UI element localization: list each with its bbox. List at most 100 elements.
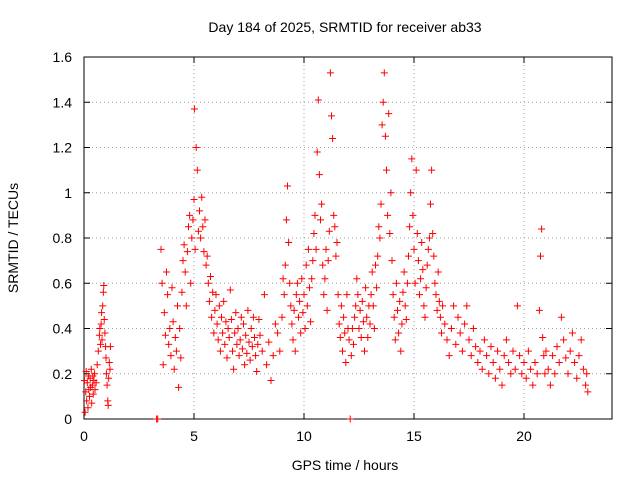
data-point	[419, 266, 427, 274]
data-point	[337, 302, 345, 310]
data-point	[458, 347, 466, 355]
data-point	[218, 313, 225, 321]
data-point	[431, 279, 439, 287]
data-point	[339, 347, 346, 355]
data-point	[551, 370, 559, 378]
data-point	[192, 144, 200, 151]
data-point	[408, 155, 416, 163]
data-point	[86, 392, 93, 400]
data-point	[216, 347, 224, 355]
data-point	[509, 347, 517, 355]
data-point	[571, 358, 579, 366]
data-point	[425, 234, 433, 242]
data-point	[369, 302, 377, 310]
data-point	[325, 227, 333, 235]
y-tick-label: 1.4	[53, 94, 73, 110]
data-point	[99, 288, 107, 296]
data-point	[330, 211, 338, 219]
y-tick-label: 1.6	[53, 49, 73, 65]
data-point	[537, 252, 544, 260]
data-point	[295, 313, 302, 321]
data-point	[165, 340, 173, 348]
data-point	[398, 320, 406, 328]
data-point	[190, 196, 198, 204]
data-point	[542, 347, 550, 355]
data-point	[381, 132, 389, 140]
data-point	[535, 306, 543, 314]
data-point	[240, 320, 247, 328]
data-point	[104, 401, 112, 409]
y-tick-label: 1.2	[53, 140, 73, 156]
data-point	[480, 336, 488, 344]
data-point	[395, 329, 403, 337]
data-point	[302, 261, 310, 269]
data-point	[368, 268, 376, 276]
data-point	[343, 291, 351, 299]
data-point	[421, 313, 429, 321]
y-tick-label: 0.8	[53, 230, 73, 246]
data-point	[307, 318, 315, 326]
data-point	[98, 336, 106, 344]
data-point	[231, 329, 239, 337]
data-point	[190, 105, 198, 113]
data-point	[290, 306, 298, 314]
data-point	[363, 313, 371, 321]
data-point	[450, 302, 458, 310]
data-point	[174, 302, 181, 310]
data-point	[334, 291, 342, 299]
data-point	[354, 291, 362, 299]
data-point	[496, 365, 504, 373]
data-point	[280, 291, 288, 299]
data-point	[373, 284, 381, 292]
data-point	[396, 297, 404, 305]
data-point	[229, 347, 236, 355]
data-point	[319, 261, 327, 269]
data-point	[420, 302, 428, 310]
data-point	[397, 347, 405, 355]
data-point	[158, 279, 166, 287]
data-point	[247, 325, 255, 332]
data-point	[97, 320, 105, 328]
data-point	[97, 340, 104, 348]
data-point	[169, 318, 177, 326]
data-point	[461, 320, 469, 328]
data-point	[254, 340, 262, 348]
data-point	[201, 216, 209, 224]
data-point	[198, 193, 206, 201]
data-point	[210, 329, 218, 337]
data-point	[524, 347, 532, 355]
data-point	[88, 399, 96, 407]
data-point	[541, 370, 549, 378]
data-point	[291, 347, 299, 355]
data-point	[193, 166, 201, 174]
data-point	[433, 306, 441, 314]
data-point	[105, 358, 113, 366]
data-point	[251, 334, 258, 342]
data-point	[329, 134, 337, 142]
data-point	[467, 352, 475, 360]
data-point	[202, 261, 210, 269]
data-point	[372, 261, 379, 269]
data-point	[566, 347, 574, 355]
data-point	[171, 334, 179, 342]
data-point	[222, 318, 230, 326]
data-point	[199, 223, 207, 231]
data-point	[176, 325, 184, 332]
data-point	[179, 257, 187, 265]
data-point	[300, 291, 308, 299]
data-point	[370, 325, 378, 332]
data-point	[181, 268, 189, 276]
data-point	[200, 248, 208, 256]
data-point	[164, 291, 172, 299]
data-point	[478, 365, 486, 373]
data-point	[544, 365, 552, 373]
data-point	[182, 302, 190, 310]
data-point	[491, 374, 499, 382]
data-point	[318, 200, 326, 208]
data-point	[101, 329, 109, 337]
data-point	[577, 336, 585, 344]
data-point	[502, 336, 510, 344]
data-point	[341, 329, 349, 337]
data-point	[263, 361, 271, 369]
data-point	[99, 302, 107, 310]
